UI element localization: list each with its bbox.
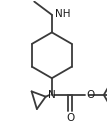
Text: NH: NH [54,9,70,19]
Text: O: O [86,90,95,100]
Text: O: O [66,113,74,123]
Text: N: N [48,90,56,100]
